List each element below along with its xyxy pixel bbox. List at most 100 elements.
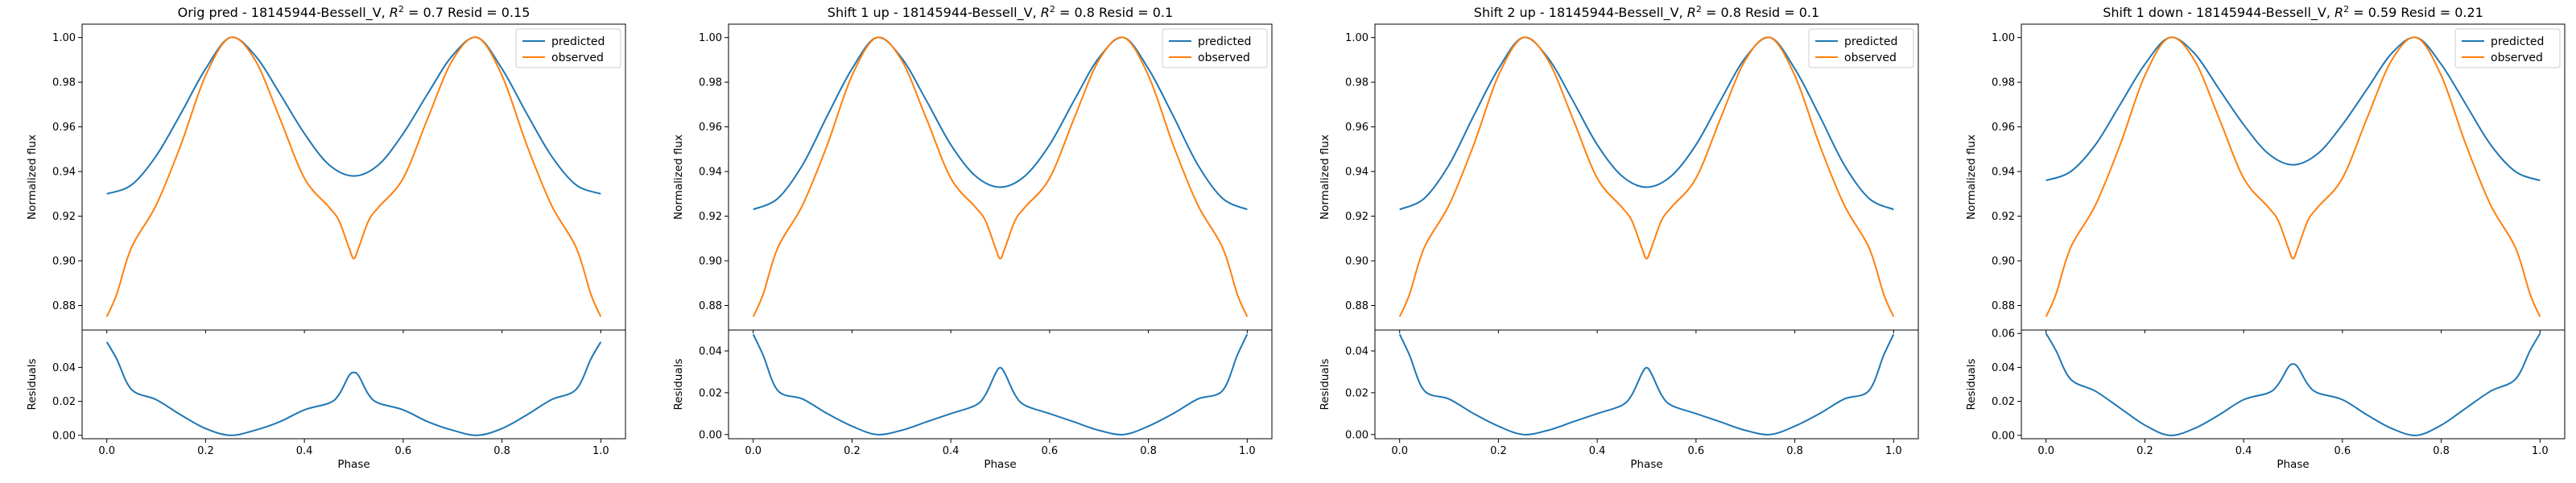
x-tick-label: 0.0 [98, 445, 115, 457]
x-tick-label: 0.6 [1042, 445, 1059, 457]
title-r2-exponent: 2 [1050, 4, 1055, 14]
x-tick-label: 0.6 [1688, 445, 1705, 457]
residual-y-tick-label: 0.00 [1345, 429, 1368, 441]
x-tick-label: 0.0 [745, 445, 762, 457]
panel-title: Shift 2 up - 18145944-Bessell_V, R2 = 0.… [1474, 4, 1819, 21]
residual-axes-frame [1374, 329, 1919, 440]
x-tick-label: 0.6 [2334, 445, 2351, 457]
residual-y-tick-label: 0.02 [1345, 387, 1368, 399]
x-tick-label: 0.2 [844, 445, 861, 457]
legend-label-observed: observed [1844, 52, 1897, 64]
panel-title: Shift 1 down - 18145944-Bessell_V, R2 = … [2103, 4, 2483, 21]
residual-line [752, 333, 1249, 436]
x-tick-label: 0.8 [2433, 445, 2450, 457]
flux-y-tick-label: 0.96 [1345, 122, 1368, 134]
panel-2: Shift 1 up - 18145944-Bessell_V, R2 = 0.… [672, 4, 1273, 471]
flux-y-tick-label: 0.94 [1345, 167, 1368, 179]
flux-y-tick-label: 0.98 [52, 77, 76, 89]
x-tick-label: 0.0 [2037, 445, 2054, 457]
residual-y-axis-label: Residuals [26, 358, 39, 410]
residual-y-tick-label: 0.02 [1992, 396, 2015, 408]
panel-1: Orig pred - 18145944-Bessell_V, R2 = 0.7… [26, 4, 626, 471]
flux-y-tick-label: 0.88 [1992, 300, 2015, 312]
flux-y-tick-label: 1.00 [1345, 32, 1368, 44]
x-tick-label: 0.4 [943, 445, 960, 457]
flux-y-tick-label: 0.98 [1992, 77, 2015, 89]
legend: predicted observed [1162, 28, 1268, 68]
x-tick-label: 0.8 [493, 445, 510, 457]
flux-y-tick-label: 0.96 [699, 122, 722, 134]
x-tick-label: 0.8 [1786, 445, 1803, 457]
title-r2-symbol: R [1041, 5, 1050, 20]
residual-y-tick-label: 0.04 [699, 345, 722, 357]
title-prefix: Shift 2 up - 18145944-Bessell_V, [1474, 5, 1687, 21]
x-tick-label: 0.6 [395, 445, 412, 457]
flux-y-axis-label: Normalized flux [672, 134, 685, 220]
title-resid: Resid = 0.1 [1095, 5, 1173, 20]
flux-y-tick-label: 0.92 [52, 211, 76, 223]
legend-label-predicted: predicted [2491, 35, 2544, 48]
x-axis-label: Phase [337, 458, 369, 471]
series-line-predicted [753, 36, 1248, 211]
title-r2-value: = 0.8 [1055, 5, 1095, 20]
residual-y-tick-label: 0.00 [52, 430, 76, 442]
title-r2-value: = 0.8 [1702, 5, 1741, 20]
title-r2-exponent: 2 [398, 4, 404, 14]
flux-y-tick-label: 0.88 [52, 300, 76, 312]
legend: predicted observed [2454, 28, 2561, 68]
residual-axes-frame [81, 329, 626, 440]
x-axis-label: Phase [1630, 458, 1662, 471]
series-line-observed [105, 36, 602, 317]
residual-y-axis-label: Residuals [672, 358, 685, 410]
title-r2-value: = 0.7 [404, 5, 444, 20]
title-prefix: Shift 1 up - 18145944-Bessell_V, [828, 5, 1041, 21]
residual-axes-frame [728, 329, 1273, 440]
residual-line [1398, 333, 1895, 436]
series-line-observed [1398, 36, 1895, 317]
residual-y-tick-label: 0.06 [1992, 328, 2015, 341]
title-resid: Resid = 0.21 [2396, 5, 2483, 20]
legend-label-predicted: predicted [551, 35, 605, 48]
series-line-predicted [2046, 36, 2541, 182]
title-resid: Resid = 0.1 [1741, 5, 1819, 20]
flux-y-tick-label: 0.96 [52, 122, 76, 134]
flux-y-tick-label: 0.94 [699, 167, 722, 179]
flux-axes-frame [728, 23, 1273, 331]
x-tick-label: 0.2 [2136, 445, 2153, 457]
flux-y-tick-label: 0.90 [52, 256, 76, 268]
residual-y-axis-label: Residuals [1965, 358, 1978, 410]
x-tick-label: 1.0 [592, 445, 609, 457]
legend: predicted observed [515, 28, 621, 68]
flux-y-axis-label: Normalized flux [26, 134, 39, 220]
flux-y-tick-label: 0.92 [1345, 211, 1368, 223]
x-tick-label: 1.0 [2532, 445, 2549, 457]
residual-y-tick-label: 0.02 [52, 396, 76, 408]
legend-label-observed: observed [1198, 52, 1250, 64]
residual-axes-frame [2021, 329, 2566, 440]
flux-y-tick-label: 0.96 [1992, 122, 2015, 134]
residual-line [2045, 332, 2541, 436]
residual-y-tick-label: 0.04 [1992, 362, 2015, 374]
flux-y-tick-label: 0.94 [52, 167, 76, 179]
residual-line [105, 341, 602, 436]
x-tick-label: 0.4 [2235, 445, 2252, 457]
panel-3: Shift 2 up - 18145944-Bessell_V, R2 = 0.… [1319, 4, 1919, 471]
flux-y-tick-label: 0.88 [1345, 300, 1368, 312]
panel-4: Shift 1 down - 18145944-Bessell_V, R2 = … [1965, 4, 2566, 471]
panel-title: Orig pred - 18145944-Bessell_V, R2 = 0.7… [178, 4, 530, 21]
title-r2-symbol: R [2334, 5, 2343, 20]
flux-y-tick-label: 0.94 [1992, 167, 2015, 179]
residual-y-tick-label: 0.00 [1992, 430, 2015, 442]
x-tick-label: 1.0 [1885, 445, 1902, 457]
flux-y-tick-label: 0.92 [699, 211, 722, 223]
legend-label-predicted: predicted [1844, 35, 1897, 48]
legend-label-observed: observed [2491, 52, 2543, 64]
flux-y-tick-label: 1.00 [699, 32, 722, 44]
x-axis-label: Phase [984, 458, 1016, 471]
x-tick-label: 0.4 [296, 445, 313, 457]
x-tick-label: 1.0 [1239, 445, 1256, 457]
flux-y-tick-label: 0.88 [699, 300, 722, 312]
flux-y-tick-label: 0.90 [699, 256, 722, 268]
x-tick-label: 0.8 [1140, 445, 1157, 457]
